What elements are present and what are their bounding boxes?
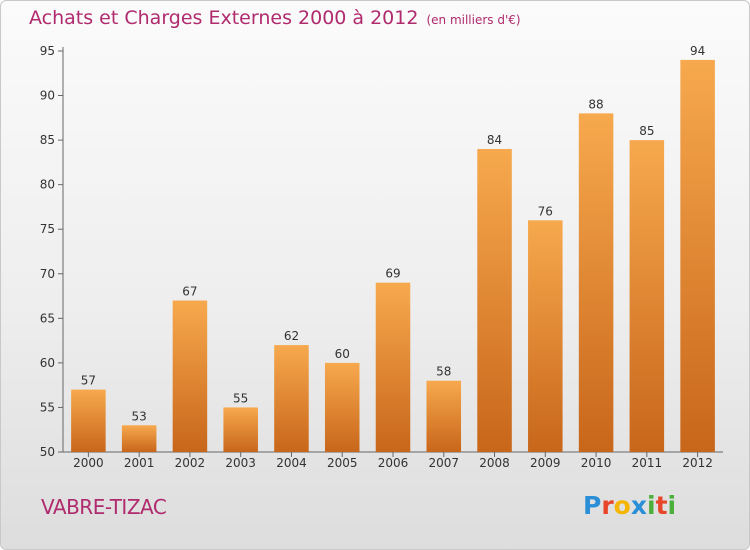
x-tick-label: 2000 xyxy=(73,456,104,470)
bar xyxy=(71,389,106,452)
commune-name: VABRE-TIZAC xyxy=(41,495,167,519)
bar-value-label: 53 xyxy=(132,409,147,423)
x-tick-label: 2009 xyxy=(530,456,561,470)
bar xyxy=(629,140,665,452)
title-text: Achats et Charges Externes 2000 à 2012 xyxy=(29,7,419,29)
bar-value-label: 55 xyxy=(233,391,248,405)
x-tick-label: 2001 xyxy=(124,456,155,470)
y-tick-label: 50 xyxy=(40,445,55,459)
x-tick-label: 2006 xyxy=(378,456,409,470)
bar-value-label: 94 xyxy=(690,44,705,58)
y-tick-label: 60 xyxy=(40,356,55,370)
y-tick-label: 95 xyxy=(40,44,55,58)
bar xyxy=(680,59,715,453)
bar xyxy=(528,220,563,452)
y-tick-label: 55 xyxy=(40,400,55,414)
bar xyxy=(375,282,411,452)
bar-value-label: 84 xyxy=(487,133,502,147)
bar-value-label: 62 xyxy=(284,329,299,343)
bar xyxy=(121,425,157,452)
logo-letter: i xyxy=(667,491,677,520)
y-tick-label: 90 xyxy=(40,89,55,103)
bar-value-label: 57 xyxy=(81,374,96,388)
y-tick-label: 80 xyxy=(40,178,55,192)
bar-value-label: 76 xyxy=(538,204,553,218)
bar-value-label: 85 xyxy=(639,124,654,138)
bar xyxy=(578,113,614,452)
x-tick-label: 2002 xyxy=(175,456,206,470)
logo-letter: P xyxy=(583,491,602,520)
x-tick-label: 2008 xyxy=(479,456,510,470)
bar-value-label: 67 xyxy=(182,285,197,299)
y-tick-label: 75 xyxy=(40,222,55,236)
y-tick-label: 65 xyxy=(40,311,55,325)
logo-letter: o xyxy=(613,491,631,520)
bar xyxy=(324,362,360,452)
bar xyxy=(172,300,208,452)
bar-value-label: 58 xyxy=(436,365,451,379)
x-tick-label: 2007 xyxy=(428,456,459,470)
logo-letter: i xyxy=(647,491,656,520)
x-tick-label: 2011 xyxy=(632,456,663,470)
bar-value-label: 60 xyxy=(335,347,350,361)
x-tick-label: 2005 xyxy=(327,456,358,470)
chart-title: Achats et Charges Externes 2000 à 2012 (e… xyxy=(29,7,521,29)
unit-note: (en milliers d'€) xyxy=(426,13,521,27)
bar xyxy=(274,345,309,452)
bar xyxy=(477,149,512,452)
y-tick-label: 70 xyxy=(40,267,55,281)
x-tick-label: 2003 xyxy=(225,456,256,470)
logo-letter: t xyxy=(655,491,668,520)
x-tick-label: 2012 xyxy=(682,456,713,470)
logo-letter: x xyxy=(630,491,647,520)
x-tick-label: 2010 xyxy=(581,456,612,470)
y-tick-label: 85 xyxy=(40,133,55,147)
bar-value-label: 88 xyxy=(588,97,603,111)
bar xyxy=(223,407,258,452)
x-tick-label: 2004 xyxy=(276,456,307,470)
proxiti-logo[interactable]: Proxiti xyxy=(583,491,676,520)
logo-letter: r xyxy=(601,491,614,520)
bar-value-label: 69 xyxy=(385,267,400,281)
bar xyxy=(426,380,462,452)
